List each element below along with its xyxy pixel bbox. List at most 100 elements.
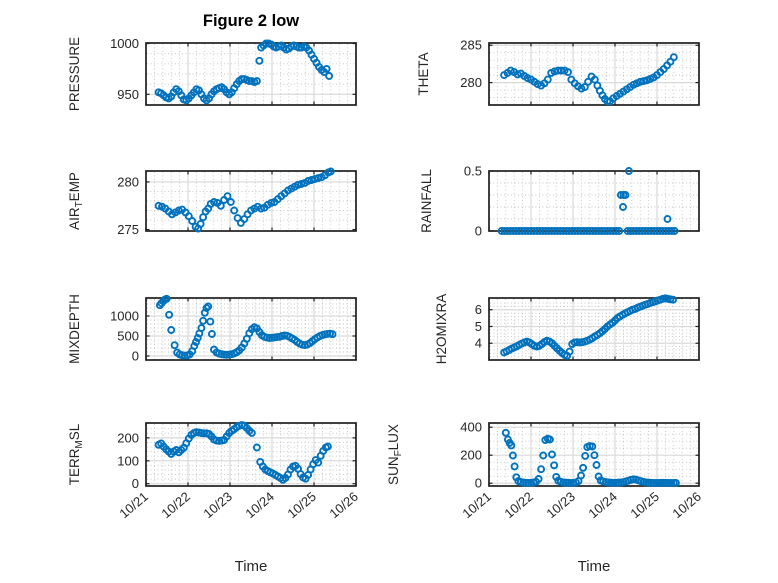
data-points bbox=[501, 428, 680, 487]
y-tick-label: 400 bbox=[460, 420, 482, 435]
subplot-terr_msl: 0 100 200 TERRMSL 10/21 10/22 10/23 10/24 10/25 1… bbox=[67, 421, 361, 575]
data-point-marker bbox=[223, 192, 232, 201]
data-point-marker bbox=[216, 201, 225, 210]
data-point-marker bbox=[663, 215, 672, 223]
data-point-marker bbox=[639, 77, 648, 86]
y-tick-label: 5 bbox=[475, 319, 482, 334]
data-point-marker bbox=[545, 435, 554, 444]
data-point-marker bbox=[670, 227, 679, 235]
y-tick-label: 280 bbox=[460, 75, 482, 90]
y-tick-label: 280 bbox=[117, 174, 139, 189]
data-point-marker bbox=[579, 463, 588, 472]
axes-box bbox=[488, 422, 700, 487]
x-tick-label: 10/23 bbox=[200, 489, 235, 521]
data-point-marker bbox=[636, 77, 645, 86]
x-tick-label: 10/21 bbox=[459, 489, 494, 521]
data-point-marker bbox=[537, 465, 546, 474]
data-point-marker bbox=[550, 461, 559, 470]
axes-box bbox=[488, 170, 700, 232]
data-point-marker bbox=[230, 206, 239, 215]
data-point-marker bbox=[326, 167, 335, 176]
data-point-marker bbox=[580, 83, 589, 92]
y-tick-label: 0 bbox=[475, 476, 482, 491]
y-tick-label: 1000 bbox=[110, 309, 139, 324]
data-points bbox=[500, 53, 678, 106]
data-point-marker bbox=[206, 317, 215, 326]
data-point-marker bbox=[667, 227, 676, 235]
axes-box bbox=[145, 297, 357, 361]
x-axis-label: Time bbox=[578, 558, 611, 575]
data-point-marker bbox=[624, 167, 633, 175]
subplot-mixdepth: 0 500 1000 MIXDEPTH bbox=[67, 294, 357, 364]
axes-box bbox=[488, 297, 700, 361]
data-point-marker bbox=[584, 77, 593, 86]
x-tick-label: 10/25 bbox=[284, 489, 319, 521]
y-tick-label: 6 bbox=[475, 302, 482, 317]
data-point-marker bbox=[207, 330, 216, 338]
y-tick-label: 0 bbox=[132, 476, 139, 491]
data-point-marker bbox=[314, 458, 323, 467]
data-point-marker bbox=[621, 191, 630, 199]
y-tick-label: 275 bbox=[117, 222, 139, 237]
data-point-marker bbox=[325, 72, 334, 80]
data-point-marker bbox=[590, 451, 599, 460]
y-tick-label: 200 bbox=[117, 430, 139, 445]
x-axis-label: Time bbox=[235, 558, 268, 575]
data-points bbox=[500, 294, 677, 360]
data-point-marker bbox=[513, 70, 522, 79]
data-point-marker bbox=[534, 475, 543, 483]
data-point-marker bbox=[564, 68, 572, 77]
subplot-rainfall: 0 0.5 RAINFALL bbox=[419, 164, 700, 239]
subplot-air_temp: 275 280 AIRTEMP bbox=[67, 167, 357, 237]
data-point-marker bbox=[162, 294, 171, 303]
data-point-marker bbox=[226, 198, 235, 206]
data-point-marker bbox=[252, 77, 261, 86]
data-point-marker bbox=[588, 442, 597, 451]
data-point-marker bbox=[323, 442, 332, 451]
x-tick-label: 10/24 bbox=[242, 489, 277, 521]
y-axis-label: THETA bbox=[416, 52, 431, 95]
data-point-marker bbox=[193, 334, 202, 342]
y-axis-label: AIRTEMP bbox=[67, 172, 85, 230]
y-tick-label: 0 bbox=[132, 349, 139, 364]
data-point-marker bbox=[199, 316, 208, 325]
data-point-marker bbox=[603, 97, 612, 106]
subplot-h2omixra: 4 5 6 H2OMIXRA bbox=[434, 294, 700, 364]
data-points bbox=[154, 421, 332, 484]
x-tick-label: 10/25 bbox=[627, 489, 662, 521]
axes-box bbox=[488, 42, 700, 106]
data-point-marker bbox=[548, 450, 556, 459]
data-point-marker bbox=[204, 302, 213, 311]
y-axis-label: PRESSURE bbox=[67, 37, 82, 111]
y-axis-label: RAINFALL bbox=[419, 169, 434, 233]
data-point-marker bbox=[539, 451, 548, 460]
data-point-marker bbox=[154, 201, 163, 210]
y-tick-label: 0.5 bbox=[464, 164, 482, 179]
x-tick-label: 10/23 bbox=[543, 489, 578, 521]
data-point-marker bbox=[581, 451, 590, 460]
axes-box bbox=[145, 42, 357, 106]
y-axis-label: MIXDEPTH bbox=[67, 294, 82, 364]
data-point-marker bbox=[671, 478, 680, 487]
y-tick-label: 100 bbox=[117, 453, 139, 468]
data-points bbox=[497, 167, 679, 235]
data-point-marker bbox=[543, 75, 552, 84]
data-point-marker bbox=[247, 428, 256, 437]
data-point-marker bbox=[328, 330, 337, 339]
data-point-marker bbox=[557, 66, 566, 75]
x-tick-label: 10/22 bbox=[158, 489, 193, 521]
data-point-marker bbox=[510, 462, 519, 471]
data-point-marker bbox=[190, 342, 199, 350]
x-tick-label: 10/24 bbox=[585, 489, 620, 521]
data-point-marker bbox=[252, 443, 261, 452]
data-point-marker bbox=[669, 53, 678, 62]
data-point-marker bbox=[170, 341, 179, 350]
data-point-marker bbox=[322, 64, 331, 73]
figure-title: Figure 2 low bbox=[202, 12, 300, 30]
y-tick-label: 950 bbox=[117, 87, 139, 102]
x-tick-label: 10/26 bbox=[669, 489, 704, 521]
subplot-pressure: 950 1000 PRESSURE bbox=[67, 36, 357, 111]
data-point-marker bbox=[314, 174, 323, 183]
y-axis-label: TERRMSL bbox=[67, 423, 85, 485]
